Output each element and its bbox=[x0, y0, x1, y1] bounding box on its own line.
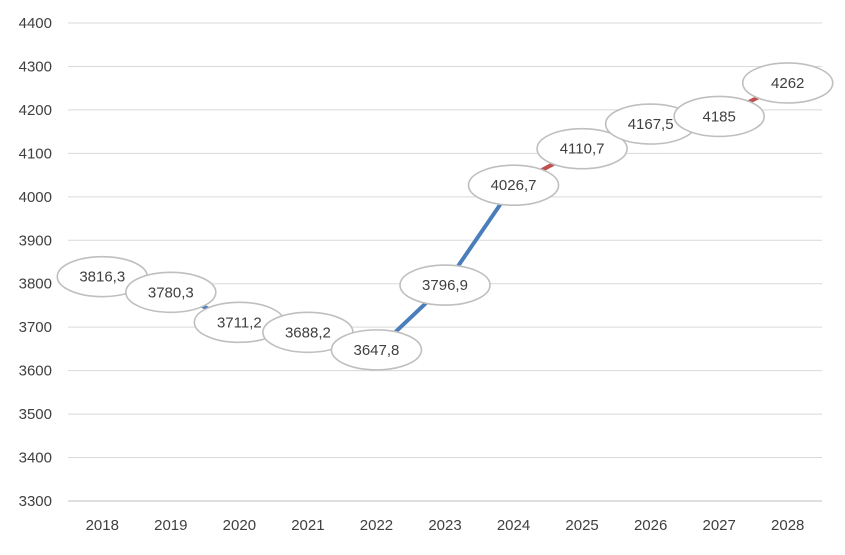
data-label-text: 4110,7 bbox=[560, 141, 605, 158]
y-tick-label: 3300 bbox=[19, 493, 52, 510]
x-tick-label: 2020 bbox=[223, 517, 256, 534]
y-tick-label: 4000 bbox=[19, 189, 52, 206]
data-label-text: 4262 bbox=[771, 75, 804, 92]
y-tick-label: 3700 bbox=[19, 319, 52, 336]
data-label: 3688,2 bbox=[262, 311, 354, 354]
x-tick-label: 2022 bbox=[360, 517, 393, 534]
data-label-text: 3647,8 bbox=[354, 342, 400, 359]
y-tick-label: 3600 bbox=[19, 363, 52, 380]
data-label-callout bbox=[330, 329, 423, 371]
data-label: 4262 bbox=[741, 62, 834, 104]
x-axis-tick-labels: 2018 2019 2020 2021 2022 2023 2024 2025 2026 2027… bbox=[86, 517, 805, 534]
data-label: 3711,2 bbox=[193, 301, 286, 344]
data-label: 3816,3 bbox=[56, 255, 149, 298]
data-label-text: 4167,5 bbox=[628, 116, 674, 133]
x-tick-label: 2023 bbox=[428, 517, 461, 534]
x-tick-label: 2027 bbox=[702, 517, 735, 534]
y-tick-label: 3900 bbox=[19, 232, 52, 249]
y-tick-label: 4100 bbox=[19, 145, 52, 162]
data-label: 4110,7 bbox=[536, 127, 628, 170]
data-label-callout bbox=[536, 127, 628, 170]
x-tick-label: 2024 bbox=[497, 517, 530, 534]
data-label-text: 4026,7 bbox=[491, 177, 537, 194]
data-label-text: 3796,9 bbox=[422, 277, 468, 294]
y-tick-label: 4400 bbox=[19, 15, 52, 32]
data-label: 4026,7 bbox=[467, 164, 560, 207]
x-tick-label: 2018 bbox=[86, 517, 119, 534]
data-label: 3647,8 bbox=[330, 329, 423, 371]
y-axis-tick-labels: 3300 3400 3500 3600 3700 3800 3900 4000 4100 4200… bbox=[19, 15, 52, 510]
y-tick-label: 4300 bbox=[19, 58, 52, 75]
data-label-text: 4185 bbox=[702, 108, 735, 125]
gridlines bbox=[68, 22, 822, 502]
data-label: 3796,9 bbox=[399, 264, 491, 306]
x-tick-label: 2025 bbox=[565, 517, 598, 534]
data-label-callout bbox=[399, 264, 491, 306]
data-label-callout bbox=[125, 271, 217, 314]
y-tick-label: 3400 bbox=[19, 450, 52, 467]
data-label-text: 3816,3 bbox=[79, 269, 125, 286]
data-labels: 3816,3 3780,3 3711,2 3688,2 3647,8 3796,9 4026… bbox=[56, 62, 834, 371]
data-label-text: 3780,3 bbox=[148, 284, 194, 301]
data-label: 3780,3 bbox=[125, 271, 217, 314]
data-label-callout bbox=[741, 62, 834, 104]
y-tick-label: 3800 bbox=[19, 276, 52, 293]
y-tick-label: 3500 bbox=[19, 406, 52, 423]
y-tick-label: 4200 bbox=[19, 102, 52, 119]
x-tick-label: 2019 bbox=[154, 517, 187, 534]
x-tick-label: 2028 bbox=[771, 517, 804, 534]
x-tick-label: 2021 bbox=[291, 517, 324, 534]
data-label-text: 3688,2 bbox=[285, 324, 331, 341]
data-label-callout bbox=[467, 164, 560, 207]
data-label-text: 3711,2 bbox=[217, 314, 262, 331]
data-label: 4185 bbox=[673, 95, 765, 138]
data-label-callout bbox=[673, 95, 765, 138]
x-tick-label: 2026 bbox=[634, 517, 667, 534]
